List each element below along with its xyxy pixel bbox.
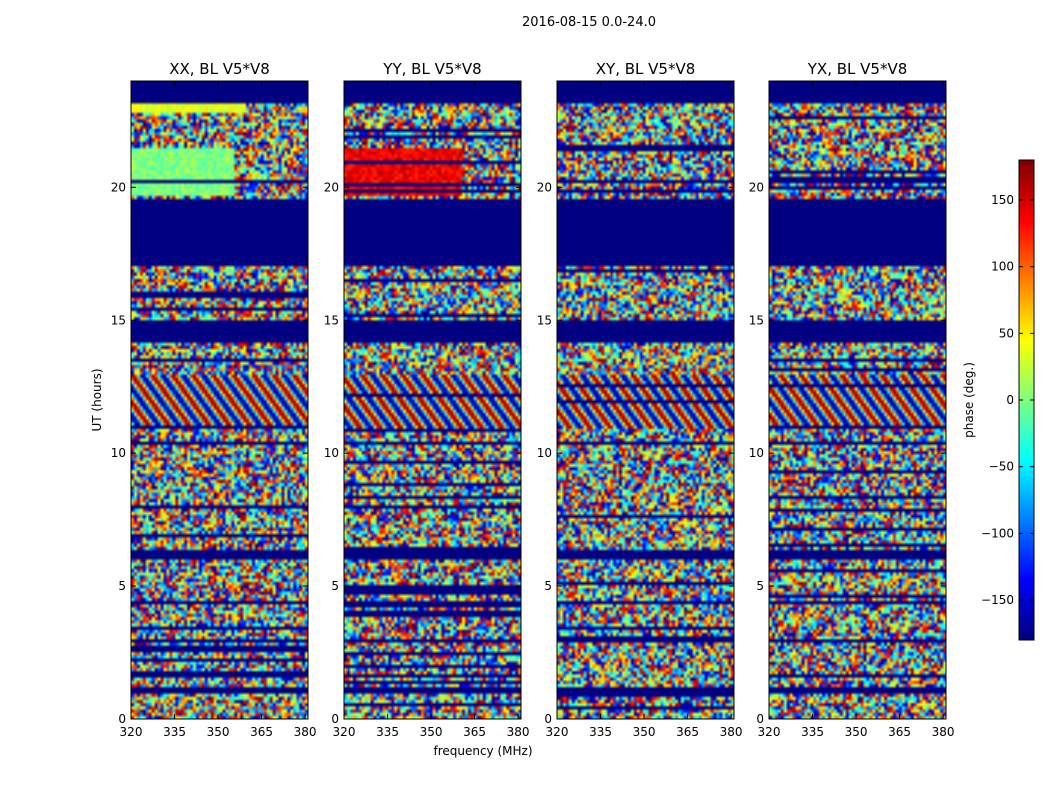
x-tick-label: 320 xyxy=(546,725,569,739)
y-tick-label: 15 xyxy=(537,313,552,327)
y-tick-label: 0 xyxy=(544,712,552,726)
heatmap-yx xyxy=(769,81,946,719)
x-tick-label: 380 xyxy=(720,725,743,739)
heatmap-xy xyxy=(557,81,734,719)
y-tick-label: 5 xyxy=(544,579,552,593)
colorbar-tick-label: −100 xyxy=(981,526,1014,540)
y-tick-label: 0 xyxy=(331,712,339,726)
x-tick-label: 365 xyxy=(250,725,273,739)
y-tick-label: 10 xyxy=(111,446,126,460)
x-tick-label: 350 xyxy=(207,725,230,739)
colorbar-gradient xyxy=(1019,160,1034,640)
y-tick-label: 15 xyxy=(111,313,126,327)
y-tick-label: 20 xyxy=(749,180,764,194)
x-tick-label: 350 xyxy=(633,725,656,739)
panel-title-xy: XY, BL V5*V8 xyxy=(596,60,696,78)
colorbar-label: phase (deg.) xyxy=(962,362,976,438)
y-axis-label: UT (hours) xyxy=(90,368,104,431)
heatmap-yy xyxy=(344,81,521,719)
y-tick-label: 15 xyxy=(324,313,339,327)
x-tick-label: 365 xyxy=(676,725,699,739)
panel-title-yx: YX, BL V5*V8 xyxy=(807,60,908,78)
panel-yy: YY, BL V5*V8 320 335 350 365 380 0 5 10 15 20 xyxy=(324,60,530,739)
colorbar: 150 100 50 0 −50 −100 −150 xyxy=(981,159,1035,641)
panel-frame xyxy=(343,80,522,720)
x-tick-label: 365 xyxy=(888,725,911,739)
y-tick-label: 0 xyxy=(118,712,126,726)
x-tick-label: 335 xyxy=(376,725,399,739)
y-tick-label: 0 xyxy=(756,712,764,726)
colorbar-tick-label: 0 xyxy=(1006,393,1014,407)
colorbar-tick-label: −150 xyxy=(981,593,1014,607)
x-tick-label: 335 xyxy=(589,725,612,739)
y-tick-label: 20 xyxy=(324,180,339,194)
x-tick-label: 380 xyxy=(932,725,955,739)
colorbar-tick-label: −50 xyxy=(989,460,1014,474)
x-tick-label: 320 xyxy=(333,725,356,739)
y-tick-label: 5 xyxy=(756,579,764,593)
figure-title: 2016-08-15 0.0-24.0 xyxy=(522,15,656,30)
x-tick-label: 320 xyxy=(758,725,781,739)
x-tick-label: 365 xyxy=(463,725,486,739)
y-tick-label: 20 xyxy=(537,180,552,194)
x-tick-label: 335 xyxy=(801,725,824,739)
y-tick-label: 10 xyxy=(749,446,764,460)
panel-frame xyxy=(130,80,309,720)
x-tick-label: 350 xyxy=(420,725,443,739)
x-tick-label: 380 xyxy=(507,725,530,739)
x-tick-label: 380 xyxy=(294,725,317,739)
colorbar-tick-label: 100 xyxy=(991,260,1014,274)
heatmap-xx xyxy=(131,81,308,719)
y-tick-label: 10 xyxy=(324,446,339,460)
y-tick-label: 10 xyxy=(537,446,552,460)
y-tick-label: 5 xyxy=(118,579,126,593)
panel-xx: XX, BL V5*V8 320 335 350 365 380 0 5 10 15 20 xyxy=(111,60,317,739)
panel-frame xyxy=(768,80,947,720)
y-tick-label: 15 xyxy=(749,313,764,327)
panel-title-xx: XX, BL V5*V8 xyxy=(169,60,270,78)
x-tick-label: 350 xyxy=(845,725,868,739)
panel-frame xyxy=(556,80,735,720)
colorbar-tick-label: 50 xyxy=(999,326,1014,340)
x-tick-label: 320 xyxy=(120,725,143,739)
x-axis-label: frequency (MHz) xyxy=(433,744,532,758)
panel-xy: XY, BL V5*V8 320 335 350 365 380 0 5 10 15 20 xyxy=(537,60,743,739)
y-tick-label: 5 xyxy=(331,579,339,593)
panel-title-yy: YY, BL V5*V8 xyxy=(382,60,481,78)
x-tick-label: 335 xyxy=(163,725,186,739)
panel-yx: YX, BL V5*V8 320 335 350 365 380 0 5 10 15 20 xyxy=(749,60,955,739)
y-tick-label: 20 xyxy=(111,180,126,194)
colorbar-tick-label: 150 xyxy=(991,193,1014,207)
